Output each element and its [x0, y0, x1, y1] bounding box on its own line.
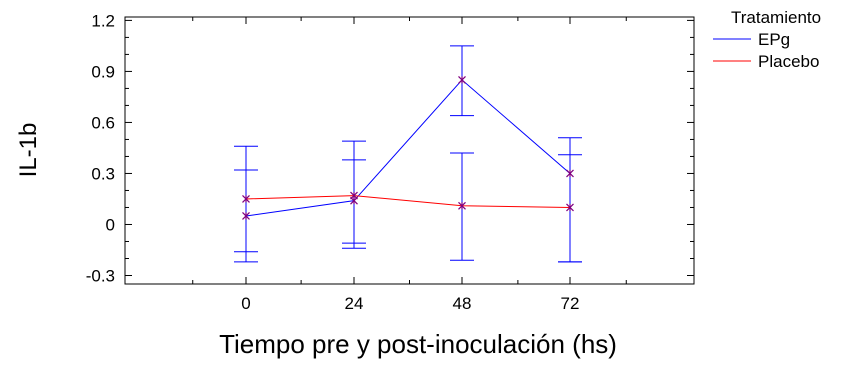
- series-line-Placebo: [245, 195, 571, 208]
- legend: Tratamiento EPg Placebo: [713, 8, 821, 71]
- x-tick-label-1: 24: [345, 294, 364, 313]
- y-tick-label-4: 0.9: [91, 62, 115, 81]
- data-point-EPg-72: [566, 169, 574, 178]
- series-line-EPg: [245, 79, 571, 217]
- y-tick-label-5: 1.2: [91, 11, 115, 30]
- x-tick-label-3: 72: [561, 294, 580, 313]
- y-tick-label-0: -0.3: [86, 266, 115, 285]
- legend-label-Placebo: Placebo: [758, 52, 819, 71]
- x-tick-label-2: 48: [453, 294, 472, 313]
- series-lines: [245, 79, 571, 217]
- data-point-Placebo-72: [566, 203, 574, 212]
- y-tick-label-2: 0.3: [91, 164, 115, 183]
- y-tick-label-3: 0.6: [91, 113, 115, 132]
- data-markers: [242, 75, 574, 220]
- legend-title: Tratamiento: [731, 8, 821, 27]
- x-axis-ticks: 0 24 48 72: [192, 17, 627, 313]
- plot-frame: [124, 16, 695, 285]
- x-tick-label-0: 0: [241, 294, 250, 313]
- data-point-Placebo-48: [458, 201, 466, 210]
- data-point-Placebo-24: [350, 191, 358, 200]
- data-point-Placebo-0: [242, 195, 250, 203]
- legend-label-EPg: EPg: [758, 30, 790, 49]
- error-bars: [234, 45, 582, 263]
- data-point-EPg-48: [458, 75, 466, 84]
- y-axis-ticks: -0.3 0 0.3 0.6 0.9 1.2: [86, 11, 694, 285]
- y-axis-label: IL-1b: [15, 123, 42, 178]
- y-tick-label-1: 0: [106, 215, 115, 234]
- data-point-EPg-0: [242, 212, 250, 220]
- x-axis-label: Tiempo pre y post-inoculación (hs): [219, 329, 617, 359]
